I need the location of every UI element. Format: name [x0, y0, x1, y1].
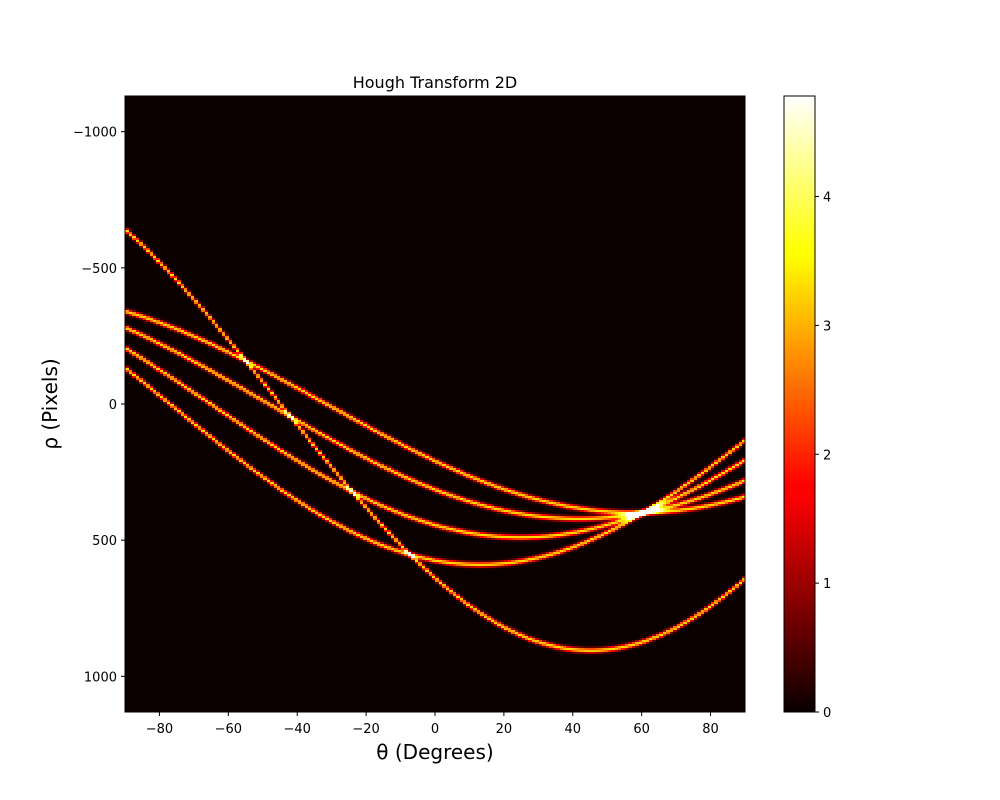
- axes-frame: [124, 95, 746, 713]
- x-tick-label: 20: [496, 722, 513, 737]
- x-tick-label: −20: [352, 722, 379, 737]
- y-tick-label: −1000: [73, 126, 117, 141]
- colorbar-tick-label: 4: [823, 191, 831, 206]
- hough-heatmap: [125, 96, 745, 712]
- x-tick-label: 60: [633, 722, 650, 737]
- chart-title: Hough Transform 2D: [353, 73, 518, 92]
- y-tick-label: 500: [92, 534, 117, 549]
- colorbar-tick-label: 1: [823, 577, 831, 592]
- colorbar: [784, 96, 815, 712]
- x-tick-label: −80: [146, 722, 173, 737]
- colorbar-tick-label: 2: [823, 448, 831, 463]
- x-tick-label: −60: [215, 722, 242, 737]
- colorbar-tick-label: 3: [823, 319, 831, 334]
- y-axis-label: ρ (Pixels): [38, 358, 62, 449]
- x-tick-label: −40: [284, 722, 311, 737]
- colorbar-tick-label: 0: [823, 706, 831, 721]
- x-tick-label: 40: [565, 722, 582, 737]
- y-tick-label: −500: [81, 262, 117, 277]
- y-tick-label: 1000: [84, 670, 117, 685]
- x-axis-label: θ (Degrees): [376, 740, 493, 764]
- x-tick-label: 0: [431, 722, 439, 737]
- colorbar-frame: [783, 95, 816, 713]
- y-tick-label: 0: [109, 398, 117, 413]
- x-tick-label: 80: [702, 722, 719, 737]
